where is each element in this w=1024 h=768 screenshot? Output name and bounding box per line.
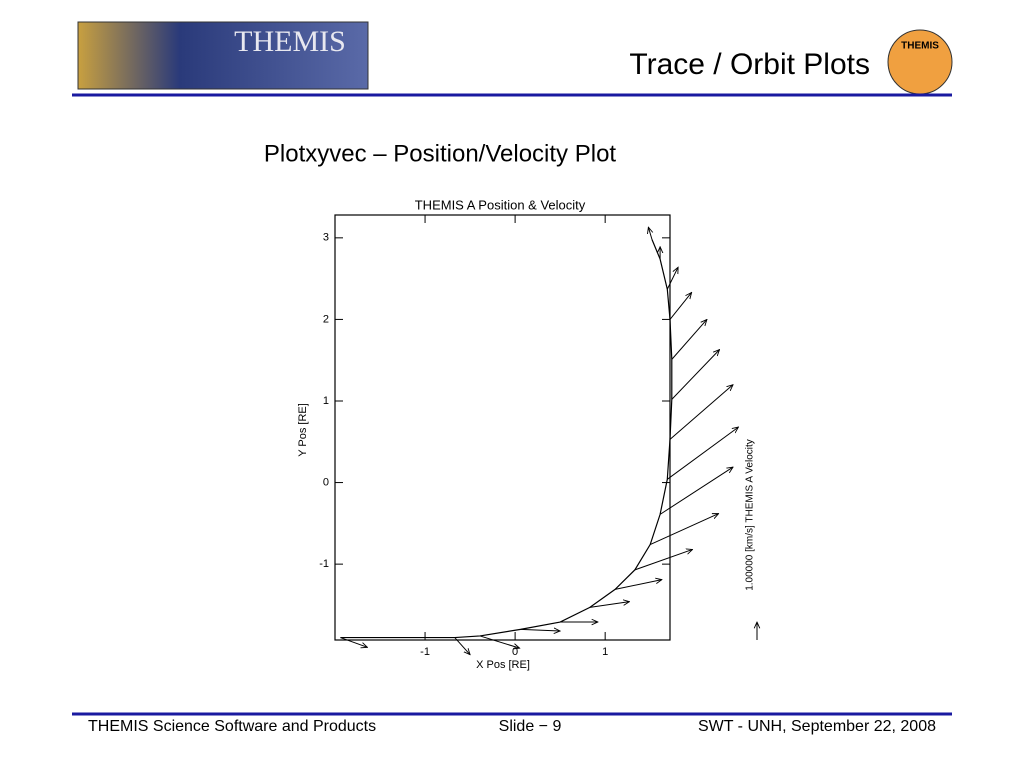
velocity-arrow: [667, 427, 738, 480]
y-tick-label: 2: [323, 313, 329, 325]
y-tick-label: 3: [323, 232, 329, 244]
x-tick-label: -1: [420, 646, 430, 658]
y-axis-label: Y Pos [RE]: [297, 403, 309, 457]
velocity-arrow: [454, 637, 470, 655]
velocity-arrow: [671, 319, 707, 360]
plot-frame: [334, 214, 671, 641]
velocity-arrow: [520, 629, 561, 631]
velocity-arrow: [589, 602, 630, 608]
velocity-arrow: [671, 350, 720, 400]
badge-text: THEMIS: [901, 41, 939, 52]
footer-center: Slide − 9: [499, 718, 562, 735]
badge: [887, 29, 953, 95]
velocity-arrow: [340, 637, 367, 648]
footer-right: SWT - UNH, September 22, 2008: [698, 718, 936, 735]
y-tick-label: 0: [323, 476, 329, 488]
x-axis-label: X Pos [RE]: [476, 659, 530, 671]
velocity-arrow: [669, 385, 733, 440]
y-tick-label: -1: [319, 558, 329, 570]
slide-title: Trace / Orbit Plots: [629, 48, 870, 81]
velocity-arrow: [634, 549, 693, 571]
legend-label: 1.00000 [km/s] THEMIS A Velocity: [745, 439, 756, 591]
logo: [77, 21, 369, 90]
velocity-arrow: [614, 580, 662, 590]
orbit-line: [340, 239, 673, 639]
logo-text: THEMIS: [234, 25, 346, 58]
velocity-arrow: [649, 514, 718, 546]
plot-title: THEMIS A Position & Velocity: [415, 197, 586, 212]
subtitle: Plotxyvec – Position/Velocity Plot: [264, 140, 617, 167]
y-tick-label: 1: [323, 395, 329, 407]
footer-left: THEMIS Science Software and Products: [88, 718, 376, 735]
velocity-arrow: [479, 635, 520, 648]
velocity-arrow: [648, 227, 652, 240]
velocity-arrow: [659, 467, 733, 515]
velocity-arrow: [666, 267, 678, 290]
x-tick-label: 0: [512, 646, 518, 658]
velocity-arrow: [669, 292, 692, 320]
x-tick-label: 1: [602, 646, 608, 658]
